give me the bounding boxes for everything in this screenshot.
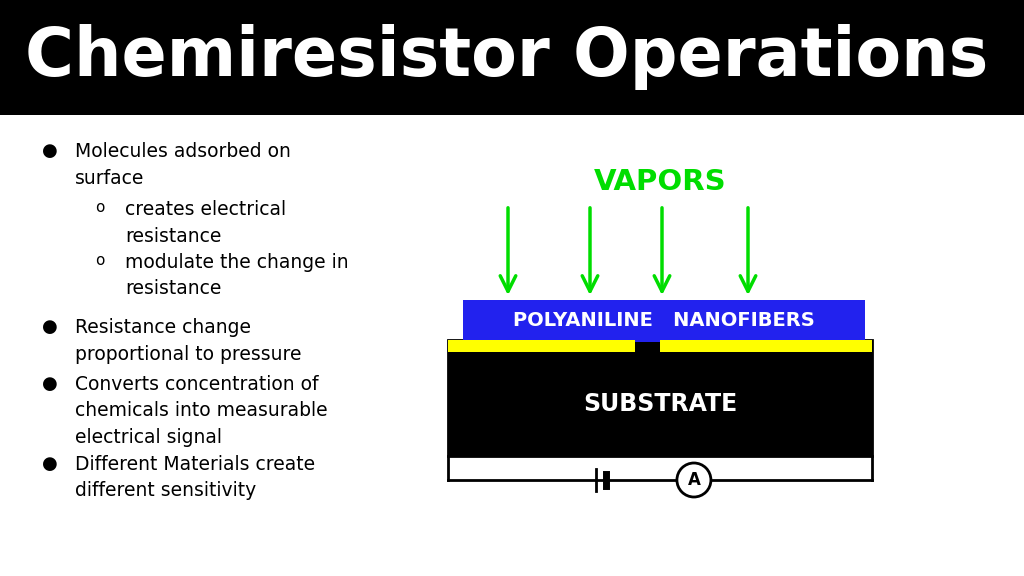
Bar: [0, 0, 1024, 115]
Bar: [449, 340, 635, 352]
Text: ●: ●: [42, 142, 58, 160]
Text: Resistance change
proportional to pressure: Resistance change proportional to pressu…: [75, 318, 301, 363]
Text: ●: ●: [42, 318, 58, 336]
Text: o: o: [95, 253, 104, 268]
Circle shape: [677, 463, 711, 497]
Text: Converts concentration of
chemicals into measurable
electrical signal: Converts concentration of chemicals into…: [75, 375, 328, 447]
Text: A: A: [687, 471, 700, 489]
Text: ●: ●: [42, 455, 58, 473]
Bar: [463, 300, 865, 342]
Text: o: o: [95, 200, 104, 215]
Text: VAPORS: VAPORS: [594, 168, 726, 196]
Text: Molecules adsorbed on
surface: Molecules adsorbed on surface: [75, 142, 291, 188]
Text: ELECTRODES: ELECTRODES: [719, 339, 805, 353]
Text: Chemiresistor Operations: Chemiresistor Operations: [25, 24, 988, 90]
Text: modulate the change in
resistance: modulate the change in resistance: [125, 253, 348, 298]
Bar: [660, 340, 872, 352]
Text: POLYANILINE   NANOFIBERS: POLYANILINE NANOFIBERS: [513, 312, 815, 331]
Text: SUBSTRATE: SUBSTRATE: [583, 392, 737, 416]
Bar: [449, 340, 872, 456]
Text: creates electrical
resistance: creates electrical resistance: [125, 200, 286, 245]
Text: Different Materials create
different sensitivity: Different Materials create different sen…: [75, 455, 315, 501]
Text: ●: ●: [42, 375, 58, 393]
